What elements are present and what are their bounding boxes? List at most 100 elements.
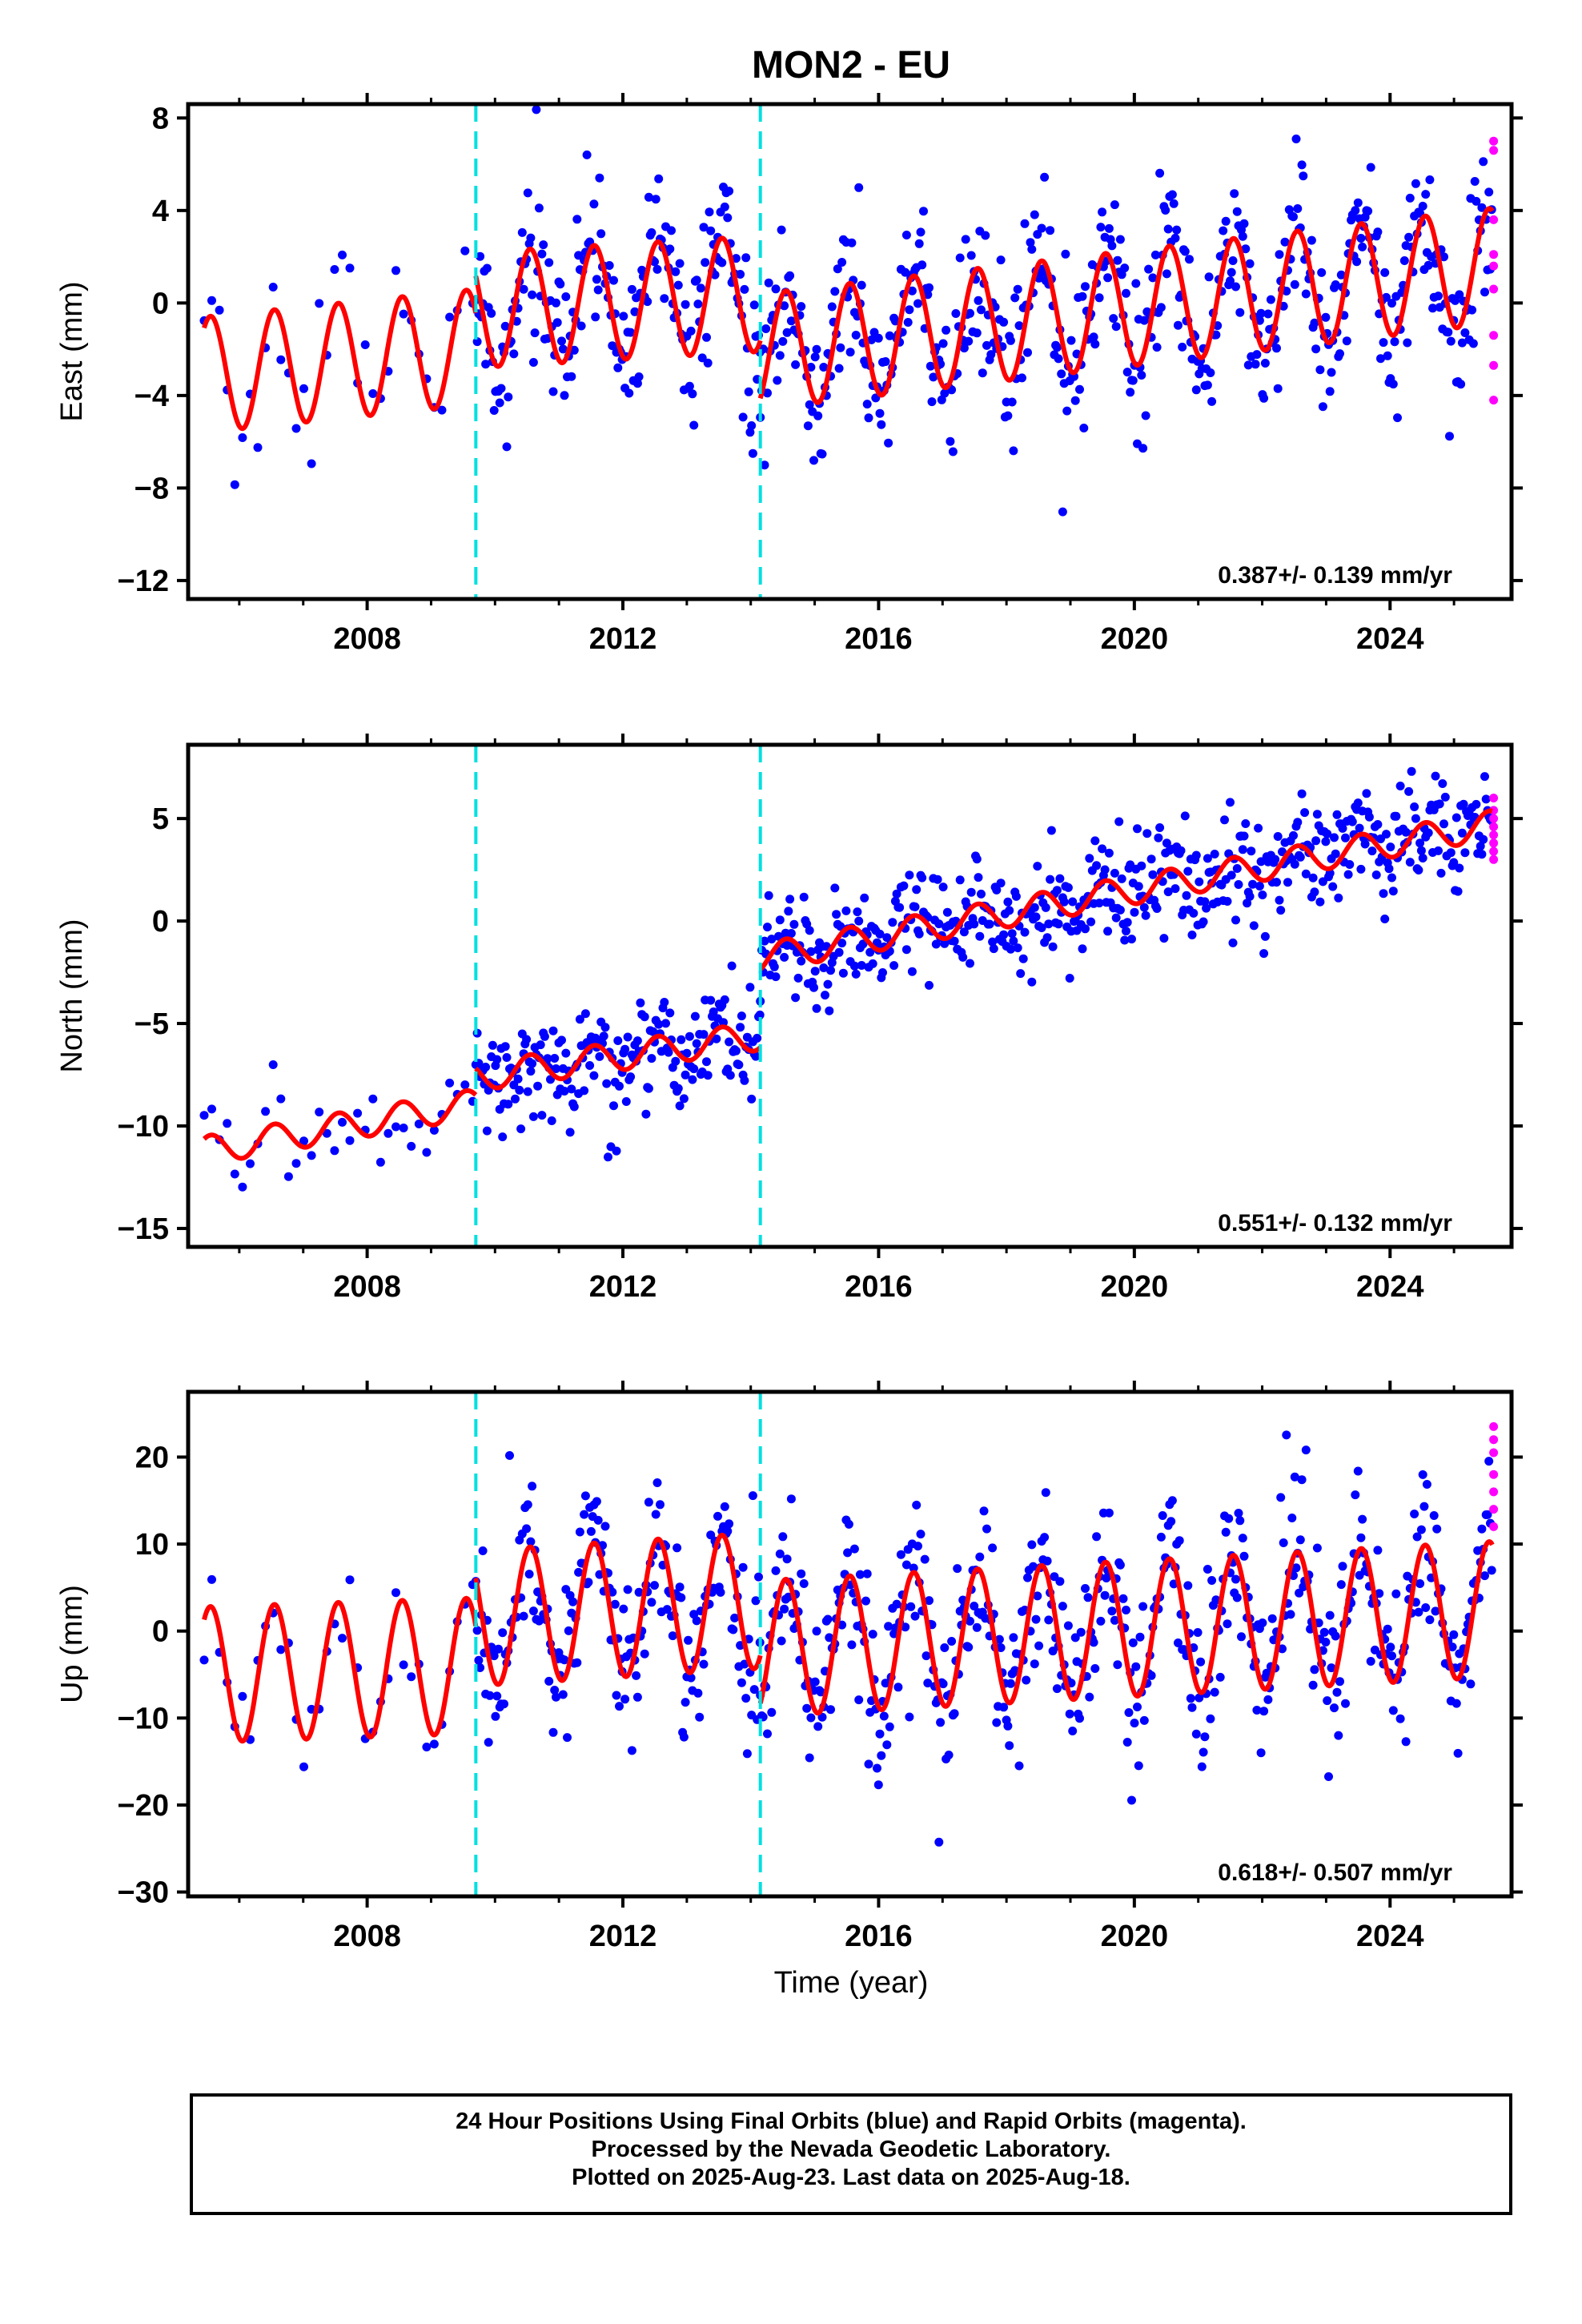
data-point	[1174, 320, 1182, 330]
data-point	[763, 1729, 772, 1739]
data-point	[1263, 1695, 1273, 1704]
data-point	[1207, 396, 1217, 406]
data-point	[913, 1542, 922, 1551]
data-point	[1234, 880, 1243, 889]
data-point	[723, 1526, 733, 1536]
data-point	[901, 231, 911, 239]
data-point	[1321, 1638, 1331, 1647]
data-point	[511, 1094, 520, 1104]
data-point	[621, 1097, 631, 1106]
data-point	[1228, 256, 1238, 265]
data-point	[805, 926, 814, 935]
data-point	[823, 1614, 833, 1624]
data-point	[966, 308, 974, 318]
data-point	[1191, 850, 1201, 860]
data-point	[230, 1169, 239, 1179]
data-point	[805, 1753, 814, 1763]
data-point	[1211, 330, 1221, 340]
data-point	[1058, 507, 1067, 517]
data-point	[685, 1031, 694, 1041]
data-point	[1483, 1510, 1492, 1519]
data-point	[1066, 336, 1076, 345]
data-point	[575, 1527, 584, 1537]
data-point	[723, 213, 733, 223]
data-point	[972, 1622, 982, 1632]
data-point	[1355, 823, 1364, 833]
data-point	[353, 1108, 363, 1118]
data-point	[972, 328, 982, 338]
data-point	[847, 238, 857, 247]
data-point	[1363, 207, 1373, 216]
data-point	[585, 1061, 595, 1070]
data-point	[558, 1690, 568, 1699]
data-point	[681, 300, 690, 309]
data-point	[1338, 823, 1347, 833]
x-tick-label: 2016	[845, 1920, 913, 1953]
data-point	[391, 1588, 400, 1598]
data-point	[1139, 1715, 1149, 1725]
data-point	[492, 1691, 502, 1701]
data-point	[731, 1046, 741, 1055]
data-point	[1018, 373, 1026, 383]
data-point	[537, 249, 547, 259]
x-tick-label: 2012	[589, 1270, 657, 1304]
data-point	[1075, 1714, 1084, 1723]
data-point	[806, 947, 816, 956]
data-point	[1098, 844, 1107, 854]
data-point	[299, 1762, 308, 1771]
data-point	[964, 336, 974, 346]
data-point	[1120, 935, 1130, 945]
plot-frame	[186, 1389, 1514, 1899]
data-point	[1109, 314, 1118, 324]
data-point	[1033, 862, 1042, 871]
data-point	[1155, 823, 1165, 832]
data-point	[523, 188, 532, 198]
plot-area	[199, 766, 1499, 1192]
data-point	[207, 1104, 216, 1114]
data-point	[1347, 817, 1357, 826]
data-point	[1366, 1657, 1375, 1666]
data-point	[536, 1040, 545, 1050]
data-point	[1111, 913, 1121, 923]
data-point	[1411, 179, 1420, 188]
data-point	[1238, 845, 1247, 854]
data-point	[1468, 305, 1477, 315]
data-point	[702, 1057, 711, 1067]
data-point	[1117, 874, 1126, 883]
data-point	[977, 889, 986, 899]
data-point	[550, 1054, 560, 1063]
data-point	[530, 328, 540, 338]
caption-line: Processed by the Nevada Geodetic Laborat…	[591, 2137, 1111, 2162]
data-point	[1227, 267, 1236, 277]
data-point	[1403, 338, 1412, 348]
data-point	[1325, 1610, 1335, 1620]
data-point	[858, 939, 868, 949]
data-point	[1411, 814, 1420, 823]
data-point	[1020, 219, 1030, 228]
rapid-point	[1489, 146, 1499, 155]
data-point	[1380, 915, 1390, 923]
data-point	[1479, 834, 1488, 844]
data-point	[1421, 1603, 1431, 1612]
data-point	[1358, 1514, 1367, 1524]
data-point	[1110, 868, 1119, 878]
data-point	[1085, 854, 1094, 863]
data-point	[1163, 224, 1173, 234]
data-point	[445, 312, 455, 322]
data-point	[1477, 203, 1487, 212]
data-point	[955, 875, 965, 885]
data-point	[665, 1008, 675, 1018]
data-point	[1111, 322, 1121, 332]
data-point	[647, 228, 656, 237]
data-point	[1052, 1684, 1062, 1694]
data-point	[690, 1011, 700, 1021]
data-point	[1259, 393, 1269, 403]
data-point	[1223, 1619, 1232, 1629]
data-point	[1009, 936, 1018, 946]
rapid-point	[1489, 838, 1499, 848]
data-point	[1343, 870, 1353, 879]
data-point	[1199, 1747, 1208, 1757]
data-point	[1379, 889, 1388, 899]
data-point	[789, 919, 799, 929]
data-point	[1323, 829, 1332, 838]
